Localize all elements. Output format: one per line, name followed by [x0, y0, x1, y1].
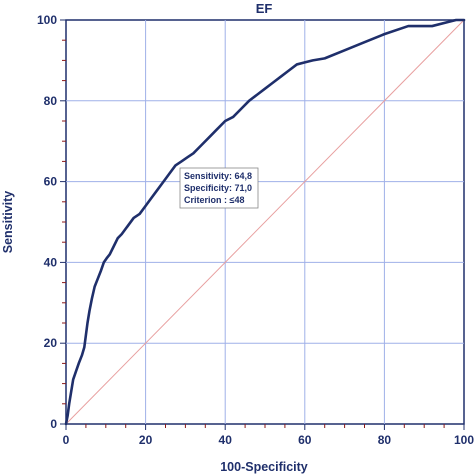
y-tick-label: 100 — [37, 13, 57, 27]
roc-curve-line — [64, 18, 466, 426]
y-tick-label: 0 — [50, 417, 57, 431]
x-tick-label: 40 — [219, 433, 233, 447]
annotation-background — [179, 167, 259, 209]
annotation-criterion: Criterion : ≤48 — [184, 195, 244, 205]
reference-diagonal-line — [65, 19, 465, 425]
annotation-box: Sensitivity: 64,8 Specificity: 71,0 Crit… — [179, 167, 259, 209]
y-tick-label: 40 — [44, 255, 58, 269]
series-group — [64, 18, 466, 426]
y-tick-label: 80 — [44, 94, 58, 108]
tick-labels: 0 20 40 60 80 100 0 20 40 60 80 100 — [37, 13, 474, 447]
annotation-sensitivity: Sensitivity: 64,8 — [184, 171, 252, 181]
x-tick-label: 0 — [63, 433, 70, 447]
x-tick-label: 100 — [454, 433, 474, 447]
x-tick-label: 60 — [298, 433, 312, 447]
x-tick-label: 80 — [378, 433, 392, 447]
x-tick-label: 20 — [139, 433, 153, 447]
x-axis-label: 100-Specificity — [220, 460, 308, 474]
annotation-specificity: Specificity: 71,0 — [184, 183, 252, 193]
chart-title: EF — [256, 1, 273, 16]
y-axis-label: Sensitivity — [1, 191, 15, 254]
y-tick-label: 60 — [44, 175, 58, 189]
minor-ticks — [60, 19, 465, 430]
y-tick-label: 20 — [44, 336, 58, 350]
grid-lines — [66, 20, 464, 424]
